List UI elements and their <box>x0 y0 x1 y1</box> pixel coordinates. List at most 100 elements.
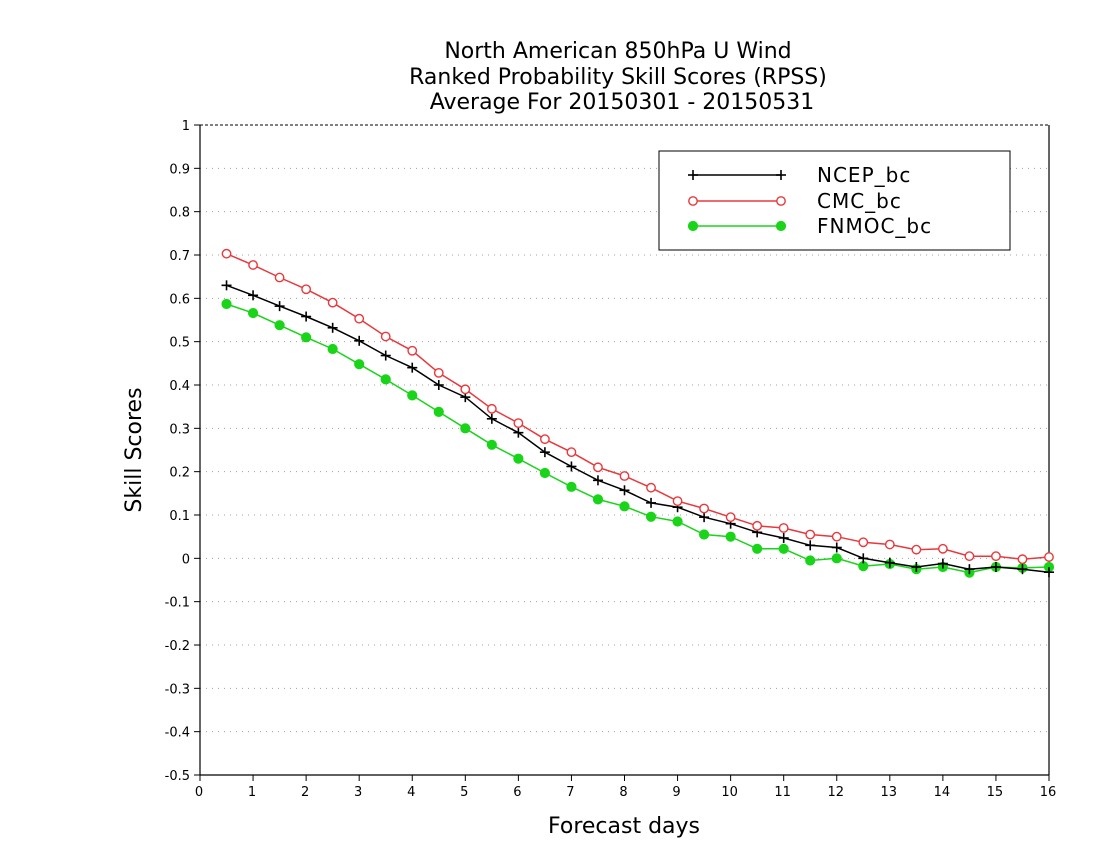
data-point-cmc-bc <box>725 512 736 523</box>
data-point-ncep-bc <box>274 301 285 312</box>
chart-title: North American 850hPa U Wind Ranked Prob… <box>409 39 827 115</box>
data-point-fnmoc-bc <box>274 320 285 331</box>
y-tick-label: 0.9 <box>169 162 190 177</box>
y-tick-label: 0.1 <box>169 509 190 524</box>
data-point-cmc-bc <box>460 384 471 395</box>
data-point-fnmoc-bc <box>247 307 259 319</box>
x-tick-label: 3 <box>354 785 362 800</box>
data-point-cmc-bc <box>593 462 603 473</box>
data-point-cmc-bc <box>831 531 842 542</box>
data-point-cmc-bc <box>964 551 975 562</box>
y-tick-label: -0.1 <box>165 596 190 611</box>
data-point-fnmoc-bc <box>619 501 630 512</box>
data-point-cmc-bc <box>884 539 895 550</box>
data-point-ncep-bc <box>407 362 418 373</box>
legend-label: CMC_bc <box>817 189 902 213</box>
series-fnmoc-bc <box>221 298 1055 578</box>
data-point-fnmoc-bc <box>592 494 604 505</box>
data-point-cmc-bc <box>699 503 709 514</box>
data-point-fnmoc-bc <box>778 543 789 554</box>
y-tick-label: 0.4 <box>169 379 190 394</box>
data-point-ncep-bc <box>990 562 1001 572</box>
data-point-ncep-bc <box>831 542 842 553</box>
data-point-ncep-bc <box>964 564 975 575</box>
x-tick-label: 14 <box>934 785 951 800</box>
data-point-fnmoc-bc <box>221 298 232 310</box>
data-point-ncep-bc <box>1044 567 1054 578</box>
data-point-ncep-bc <box>937 558 948 569</box>
x-tick-label: 16 <box>1040 785 1057 800</box>
legend-marker <box>776 170 786 180</box>
data-point-fnmoc-bc <box>354 359 365 370</box>
data-point-ncep-bc <box>805 540 816 551</box>
x-tick-label: 12 <box>827 785 844 800</box>
data-point-fnmoc-bc <box>672 516 683 527</box>
legend-label: FNMOC_bc <box>817 214 932 238</box>
data-point-ncep-bc <box>911 562 922 572</box>
x-tick-label: 8 <box>619 785 627 800</box>
data-point-fnmoc-bc <box>831 553 842 564</box>
data-point-fnmoc-bc <box>539 467 551 479</box>
data-point-ncep-bc <box>1017 564 1028 575</box>
title-line-2: Ranked Probability Skill Scores (RPSS) <box>409 65 827 90</box>
axes: -0.5 -0.4 -0.3 -0.2 -0.1 0 0.1 0.2 0.3 0.4 0.5 0.6 0… <box>165 119 1057 800</box>
y-tick-label: 1 <box>182 119 190 134</box>
data-point-fnmoc-bc <box>486 439 497 450</box>
data-point-ncep-bc <box>592 475 603 486</box>
data-point-ncep-bc <box>486 413 497 424</box>
data-point-ncep-bc <box>380 350 391 361</box>
series-ncep-bc <box>221 280 1054 578</box>
data-point-ncep-bc <box>566 461 577 472</box>
x-tick-label: 4 <box>407 785 415 800</box>
data-point-fnmoc-bc <box>645 511 657 522</box>
data-point-cmc-bc <box>380 331 391 342</box>
data-point-fnmoc-bc <box>301 332 312 343</box>
data-point-cmc-bc <box>752 520 763 531</box>
data-point-cmc-bc <box>513 418 524 429</box>
legend-entry-fnmoc-bc: FNMOC_bc <box>687 214 932 238</box>
data-point-fnmoc-bc <box>752 543 763 554</box>
series-line-ncep-bc <box>226 284 1050 573</box>
data-point-ncep-bc <box>884 557 895 568</box>
data-point-fnmoc-bc <box>433 406 444 417</box>
y-tick-label: 0.5 <box>169 336 190 351</box>
x-tick-label: 1 <box>248 785 256 800</box>
data-point-cmc-bc <box>301 284 312 295</box>
data-point-ncep-bc <box>699 512 710 523</box>
data-point-cmc-bc <box>991 551 1001 562</box>
data-point-cmc-bc <box>911 544 922 555</box>
data-point-fnmoc-bc <box>805 555 816 566</box>
y-axis-label: Skill Scores <box>122 387 147 512</box>
data-point-cmc-bc <box>248 260 258 270</box>
title-line-1: North American 850hPa U Wind <box>444 39 791 64</box>
legend-marker <box>688 170 698 180</box>
data-point-ncep-bc <box>354 335 365 346</box>
data-point-ncep-bc <box>619 485 630 496</box>
data-point-fnmoc-bc <box>380 374 391 385</box>
data-point-ncep-bc <box>646 497 657 508</box>
y-tick-label: 0.7 <box>169 249 190 264</box>
data-point-ncep-bc <box>513 427 524 438</box>
data-point-ncep-bc <box>301 311 312 322</box>
data-point-cmc-bc <box>407 345 418 356</box>
data-point-cmc-bc <box>1044 552 1054 562</box>
data-point-fnmoc-bc <box>460 423 471 434</box>
y-tick-label: 0.6 <box>169 292 190 307</box>
x-tick-label: 5 <box>460 785 468 800</box>
data-point-cmc-bc <box>486 403 497 414</box>
data-point-ncep-bc <box>221 280 232 291</box>
y-tick-label: 0 <box>182 552 190 567</box>
data-point-ncep-bc <box>778 532 789 543</box>
x-tick-label: 6 <box>513 785 521 800</box>
data-point-cmc-bc <box>937 543 948 554</box>
x-tick-label: 0 <box>195 785 203 800</box>
y-tick-label: -0.4 <box>165 726 190 741</box>
y-tick-label: -0.3 <box>165 682 190 697</box>
x-tick-label: 7 <box>566 785 574 800</box>
y-tick-label: 0.8 <box>169 206 190 221</box>
series-line-fnmoc-bc <box>226 303 1050 574</box>
data-point-cmc-bc <box>327 297 338 308</box>
x-axis-label: Forecast days <box>548 814 700 839</box>
